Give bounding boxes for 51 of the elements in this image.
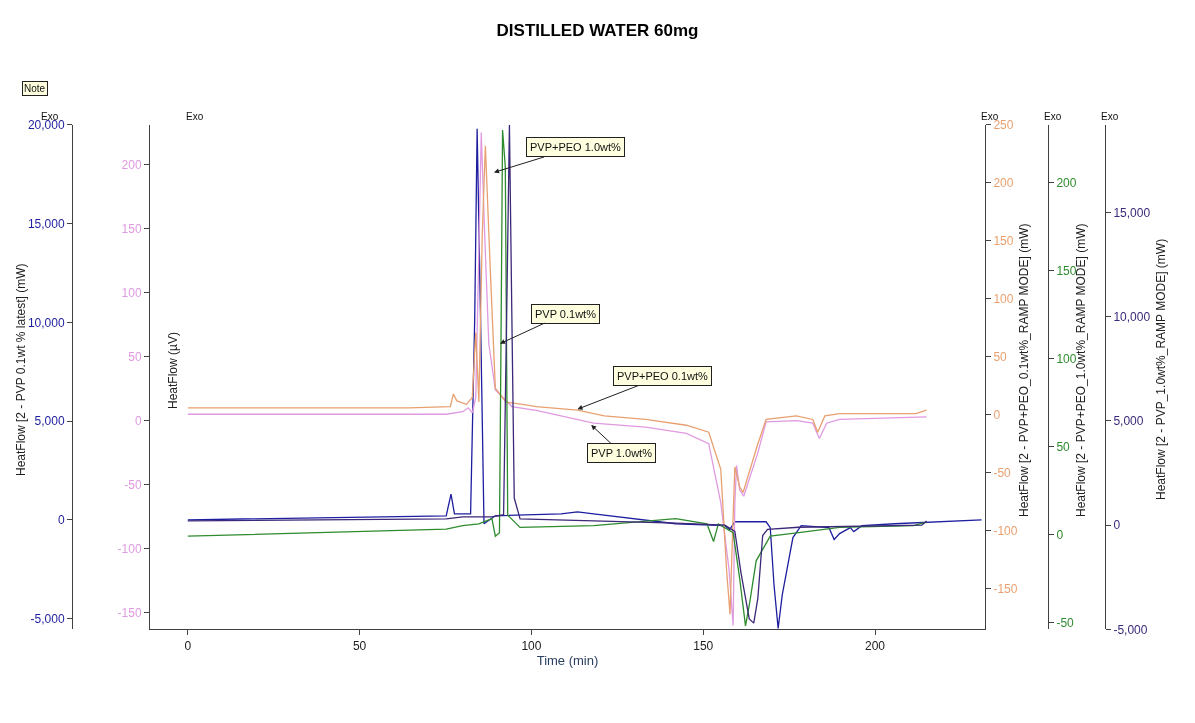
y2-tick-label: 5,000 <box>1113 414 1144 429</box>
annotation: PVP 0.1wt% <box>535 308 597 320</box>
chart-title: DISTILLED WATER 60mg <box>496 20 699 40</box>
y2-tick-label: 10,000 <box>1113 309 1151 324</box>
text: Exo <box>1044 111 1062 122</box>
y-tick-label: 5,000 <box>34 414 65 429</box>
x-tick-label: 200 <box>865 638 886 653</box>
text: Note <box>24 83 46 94</box>
y2-tick-label: -5,000 <box>1113 622 1148 637</box>
y2-axis-title: HeatFlow [2 - PVP_1.0wt%_RAMP MODE] (mW) <box>1154 238 1168 500</box>
annotation: PVP+PEO 1.0wt% <box>530 141 622 153</box>
y3-tick-label: 0 <box>993 408 1001 422</box>
y2-tick-label: 150 <box>121 221 142 236</box>
x-tick-label: 100 <box>521 638 542 653</box>
y-tick-label: 15,000 <box>27 216 65 231</box>
x-tick-label: 150 <box>693 638 714 653</box>
y3-tick-label: 150 <box>993 234 1014 249</box>
y2-tick-label: 15,000 <box>1113 205 1151 220</box>
y-tick-label: 10,000 <box>27 315 65 330</box>
x-axis-title: Time (min) <box>536 652 599 668</box>
y-tick-label: -50 <box>1056 615 1075 630</box>
y3-tick-label: -150 <box>993 582 1018 596</box>
annotation: PVP+PEO 0.1wt% <box>617 370 709 382</box>
y3-tick-label: 50 <box>993 350 1008 364</box>
y2-tick-label: 100 <box>121 285 142 300</box>
y3-tick-label: -100 <box>993 524 1018 538</box>
y2-tick-label: 0 <box>134 413 142 428</box>
y-tick-label: 0 <box>57 512 65 527</box>
x-tick-label: 0 <box>184 638 192 653</box>
y3-tick-label: 100 <box>993 292 1014 307</box>
annotation: PVP 1.0wt% <box>591 447 653 459</box>
y2-tick-label: 50 <box>128 349 142 364</box>
y2-tick-label: -100 <box>117 541 142 556</box>
y-tick-label: -5,000 <box>30 611 65 626</box>
y-tick-label: 0 <box>1056 527 1064 542</box>
text: Exo <box>1101 111 1119 122</box>
y2-tick-label: -150 <box>117 605 142 620</box>
y3-axis-title: HeatFlow [2 - PVP+PEO_0.1wt%_RAMP MODE] (mW) <box>1017 223 1031 517</box>
y-tick-label: 150 <box>1056 263 1077 278</box>
y-tick-label: 50 <box>1056 439 1071 454</box>
x-tick-label: 50 <box>352 638 367 653</box>
y3-tick-label: 200 <box>993 176 1014 191</box>
y2-tick-label: 0 <box>1113 518 1121 533</box>
y2-tick-label: 200 <box>121 157 142 172</box>
y2-tick-label: -50 <box>124 477 142 492</box>
text: Exo <box>186 111 204 122</box>
y-tick-label: 100 <box>1056 351 1077 366</box>
y-axis-title: HeatFlow [2 - PVP 0.1wt % latest] (mW) <box>14 263 28 476</box>
y2-axis-title: HeatFlow (µV) <box>166 332 180 409</box>
y3-tick-label: -50 <box>993 466 1012 480</box>
y-tick-label: 200 <box>1056 176 1077 191</box>
